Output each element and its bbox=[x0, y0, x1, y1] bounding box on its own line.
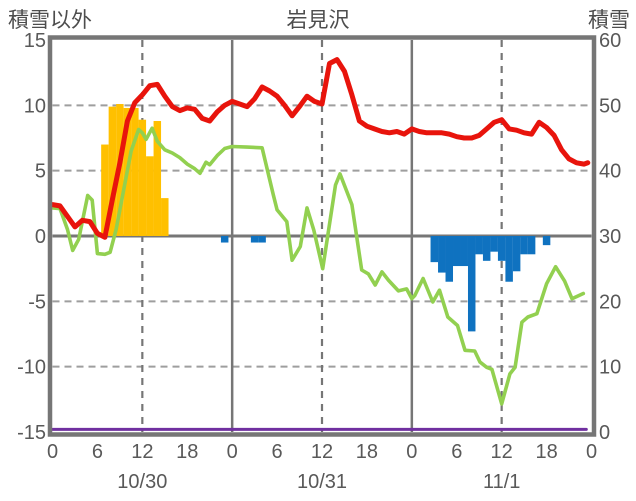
orange-bars-bar bbox=[153, 121, 162, 236]
blue-bars-bar bbox=[258, 236, 266, 243]
orange-bars-bar bbox=[101, 144, 109, 236]
left-axis-tick: 0 bbox=[35, 226, 46, 248]
x-axis-hour-tick: 18 bbox=[356, 441, 378, 463]
left-axis-tick: -5 bbox=[28, 291, 46, 313]
blue-bars-bar bbox=[438, 236, 446, 273]
blue-bars-bar bbox=[512, 236, 521, 272]
left-axis-tick: 10 bbox=[24, 95, 46, 117]
blue-bars-bar bbox=[453, 236, 461, 267]
blue-bars-bar bbox=[250, 236, 259, 243]
x-axis-hour-tick: 6 bbox=[272, 441, 283, 463]
x-axis-day-label: 10/30 bbox=[117, 471, 167, 493]
right-axis-tick: 20 bbox=[599, 291, 621, 313]
x-axis-hour-tick: 12 bbox=[131, 441, 153, 463]
right-axis-tick: 50 bbox=[599, 95, 621, 117]
x-axis-hour-tick: 0 bbox=[47, 441, 58, 463]
blue-bars-bar bbox=[220, 236, 229, 243]
left-axis-title: 積雪以外 bbox=[8, 9, 92, 32]
blue-bars-bar bbox=[482, 236, 491, 261]
x-axis-day-label: 11/1 bbox=[483, 471, 520, 493]
blue-bars-bar bbox=[527, 236, 536, 255]
left-axis-tick: 5 bbox=[35, 161, 46, 183]
x-axis-hour-tick: 6 bbox=[92, 441, 103, 463]
x-axis-hour-tick: 0 bbox=[406, 441, 417, 463]
orange-bars-bar bbox=[131, 107, 139, 237]
right-axis-title: 積雪 bbox=[588, 9, 630, 32]
orange-bars-bar bbox=[161, 198, 169, 236]
blue-bars-bar bbox=[542, 236, 551, 246]
blue-bars-bar bbox=[430, 236, 439, 263]
x-axis-hour-tick: 12 bbox=[491, 441, 513, 463]
chart-title: 岩見沢 bbox=[286, 9, 350, 32]
right-axis-tick: 30 bbox=[599, 226, 621, 248]
x-axis-hour-tick: 18 bbox=[535, 441, 557, 463]
blue-bars-bar bbox=[490, 236, 498, 252]
blue-bars-bar bbox=[475, 236, 483, 255]
x-axis-hour-tick: 0 bbox=[227, 441, 238, 463]
plot-border bbox=[47, 35, 597, 437]
blue-bars-bar bbox=[460, 236, 468, 267]
left-axis-tick: 15 bbox=[24, 30, 46, 52]
blue-bars-bar bbox=[445, 236, 454, 282]
blue-bars-bar bbox=[520, 236, 528, 255]
blue-bars-bar bbox=[505, 236, 513, 282]
x-axis-hour-tick: 6 bbox=[451, 441, 462, 463]
right-axis-tick: 10 bbox=[599, 357, 621, 379]
left-axis-tick: -10 bbox=[17, 357, 46, 379]
orange-bars-bar bbox=[146, 156, 154, 236]
x-axis-hour-tick: 18 bbox=[176, 441, 198, 463]
green-snow-depth-line bbox=[50, 126, 586, 406]
x-axis-day-label: 10/31 bbox=[297, 471, 347, 493]
blue-bars-bar bbox=[497, 236, 506, 261]
orange-bars-bar bbox=[138, 119, 147, 236]
orange-bars-bar bbox=[108, 106, 117, 236]
x-axis-hour-tick: 12 bbox=[311, 441, 333, 463]
right-axis-tick: 40 bbox=[599, 161, 621, 183]
blue-bars-bar bbox=[467, 236, 476, 332]
right-axis-tick: 60 bbox=[599, 30, 621, 52]
right-axis-tick: 0 bbox=[599, 422, 610, 444]
x-axis-hour-tick: 0 bbox=[586, 441, 597, 463]
red-temperature-line bbox=[50, 57, 591, 240]
left-axis-tick: -15 bbox=[17, 422, 46, 444]
